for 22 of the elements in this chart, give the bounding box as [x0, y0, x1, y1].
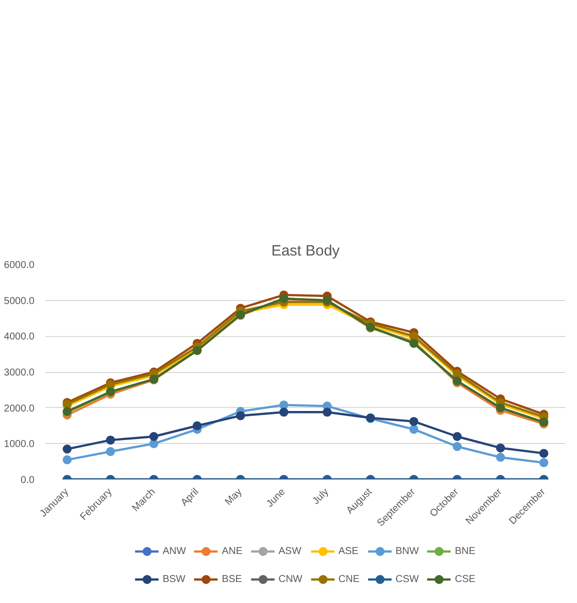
- legend-label: CSE: [454, 574, 476, 584]
- y-tick-label: 0.0: [20, 475, 35, 486]
- legend-label: ASE: [338, 546, 358, 556]
- y-tick-label: 3000.0: [4, 368, 35, 378]
- y-tick-label: 6000.0: [4, 260, 35, 271]
- legend-label: ANE: [222, 546, 242, 556]
- legend-label: BSW: [162, 574, 186, 584]
- legend-label: BSE: [222, 574, 242, 584]
- legend-label: CSW: [396, 574, 419, 584]
- legend-label: ANW: [162, 546, 186, 556]
- legend-label: CNW: [278, 574, 302, 584]
- y-tick-label: 2000.0: [4, 403, 35, 414]
- legend-label: CNE: [338, 574, 360, 584]
- legend-label: ASW: [278, 546, 302, 556]
- x-tick-label: July: [310, 486, 332, 507]
- legend-label: BNW: [396, 546, 419, 556]
- legend-label: BNE: [454, 546, 476, 556]
- x-tick-label: May: [223, 486, 244, 508]
- y-tick-label: 5000.0: [4, 296, 35, 307]
- y-tick-label: 1000.0: [4, 439, 35, 450]
- y-tick-label: 4000.0: [4, 332, 35, 343]
- chart-title: East Body: [271, 242, 340, 260]
